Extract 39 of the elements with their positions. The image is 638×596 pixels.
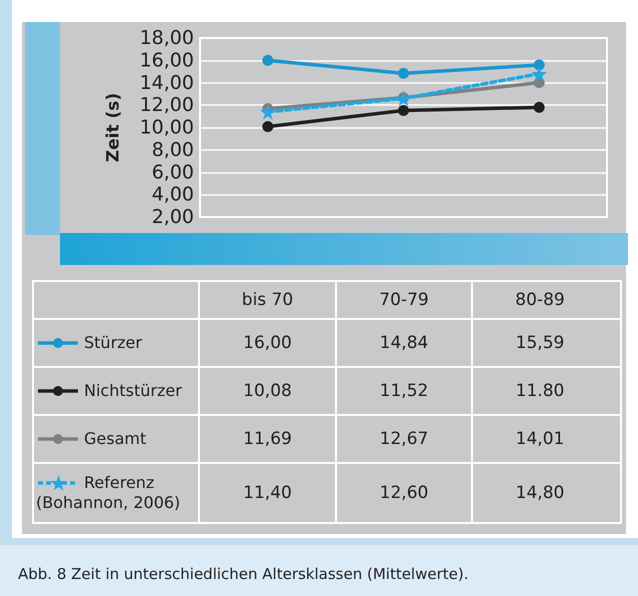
x-tick-label: bis 70 [199, 281, 336, 319]
legend-label: Gesamt [84, 429, 146, 448]
legend-label: Stürzer [84, 333, 142, 352]
data-label: 11,69 [199, 415, 336, 463]
y-tick-label: 12,00 [140, 94, 194, 116]
y-tick-label: 14,00 [140, 72, 194, 94]
y-tick-label: 8,00 [152, 138, 194, 161]
point [531, 66, 548, 82]
x-tick-label: 80-89 [472, 281, 621, 319]
y-axis-title: Zeit (s) [104, 92, 124, 162]
data-label: 14,80 [472, 463, 621, 523]
point [398, 68, 409, 79]
y-tick-label: 18,00 [140, 27, 194, 49]
text: Abb. 8 Zeit in unterschiedlichen Altersklassen (Mittelwerte). [18, 565, 468, 583]
x-tick-label: 70-79 [336, 281, 472, 319]
data-label: 11.80 [472, 367, 621, 415]
data-label: 12,60 [336, 463, 472, 523]
y-tick-label: 6,00 [152, 161, 194, 184]
y-tick-label: 10,00 [140, 116, 194, 138]
point [534, 59, 545, 70]
legend-label: Referenz (Bohannon, 2006) [36, 473, 180, 512]
point [398, 105, 409, 116]
data-label: 14,84 [336, 319, 472, 367]
y-tick-label: 2,00 [152, 206, 194, 228]
point [260, 104, 276, 120]
data-label: 11,40 [199, 463, 336, 523]
data-label: 11,52 [336, 367, 472, 415]
data-label: 15,59 [472, 319, 621, 367]
data-label: 12,67 [336, 415, 472, 463]
point [262, 121, 274, 132]
data-label: 14,01 [472, 415, 621, 463]
data-label: 10,08 [199, 367, 336, 415]
data-label: 16,00 [199, 319, 336, 367]
y-tick-label: 4,00 [152, 184, 194, 206]
legend-label: Nichtstürzer [84, 381, 182, 400]
point [534, 102, 545, 113]
y-tick-label: 16,00 [140, 49, 194, 72]
point [262, 54, 274, 66]
point [396, 90, 412, 106]
